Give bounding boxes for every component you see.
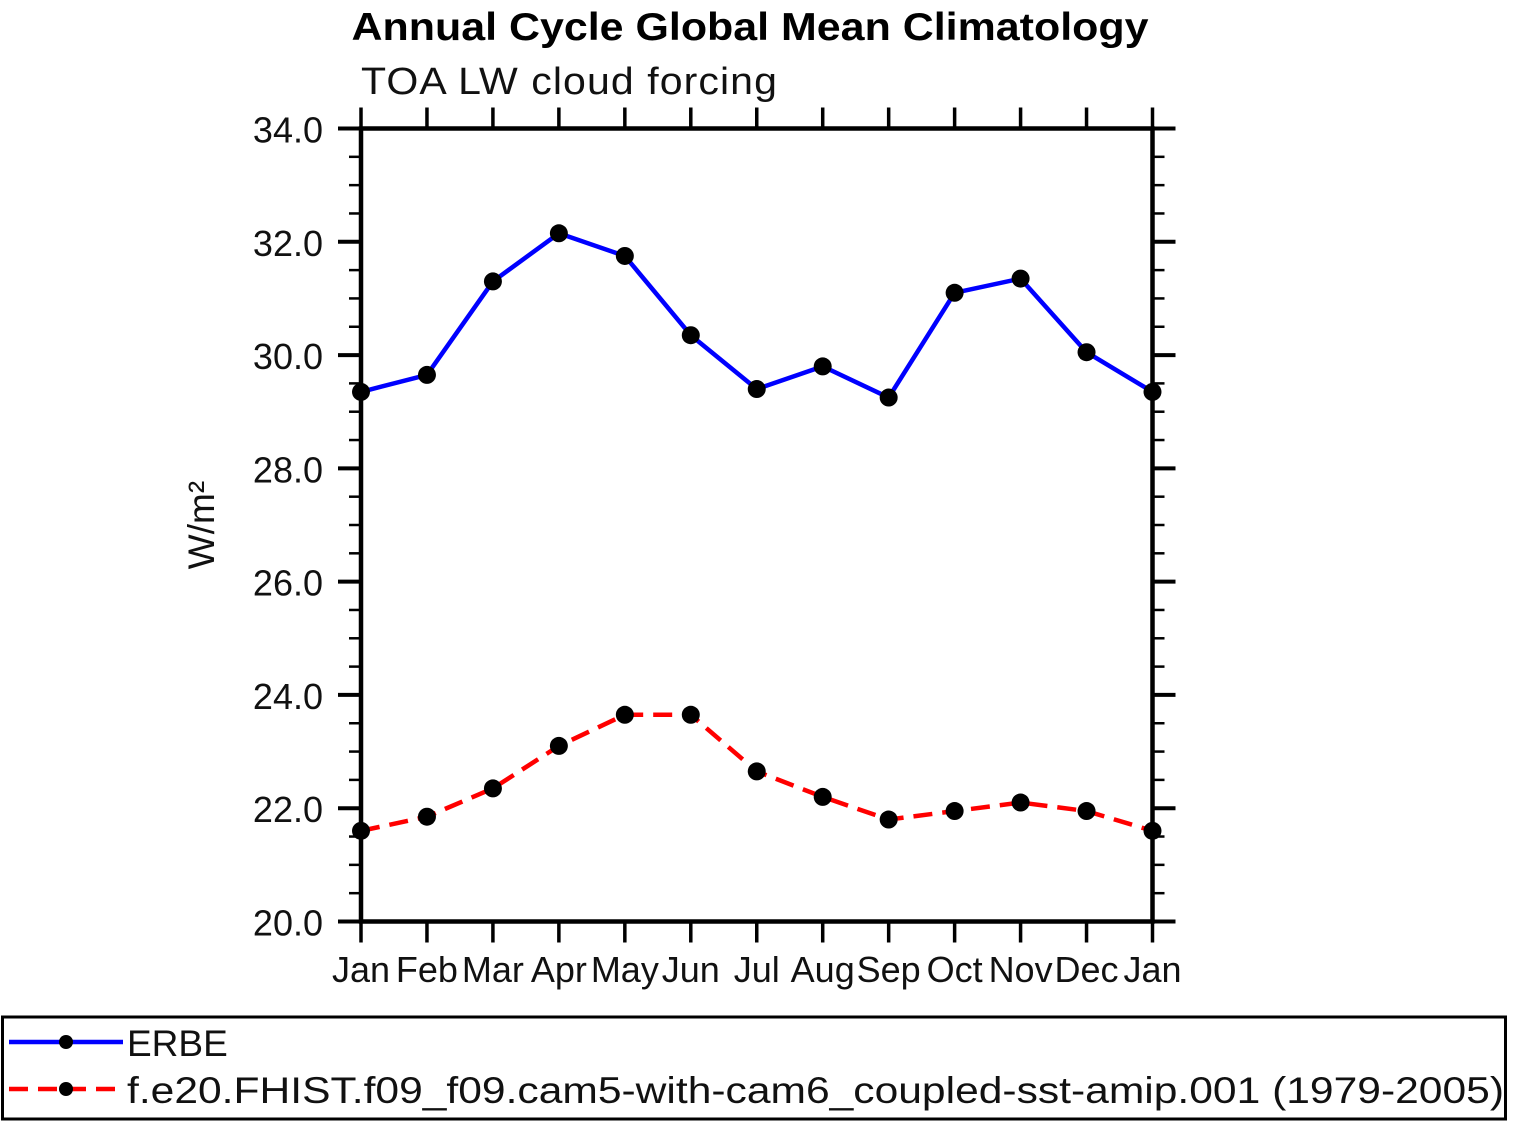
x-tick-label: Jun: [662, 949, 720, 990]
x-tick-label: Jan: [332, 949, 390, 990]
data-point-marker: [417, 807, 436, 826]
x-tick-label: Aug: [791, 949, 855, 990]
data-point-marker: [352, 821, 370, 840]
data-point-marker: [1077, 802, 1096, 821]
data-point-marker: [1143, 821, 1162, 840]
data-point-marker: [1011, 793, 1030, 812]
legend-label-model: f.e20.FHIST.f09_f09.cam5-with-cam6_coupl…: [127, 1070, 1504, 1111]
data-point-marker: [615, 246, 634, 265]
legend-marker-model: [59, 1082, 73, 1096]
x-tick-label: Sep: [857, 949, 921, 990]
data-point-marker: [352, 382, 370, 401]
data-point-marker: [549, 224, 568, 243]
chart-subtitle: TOA LW cloud forcing: [361, 61, 778, 103]
y-tick-label: 20.0: [253, 903, 323, 944]
data-point-marker: [879, 388, 898, 407]
x-tick-label: Apr: [531, 949, 587, 990]
legend-box: [1, 1015, 1507, 1121]
data-point-marker: [681, 326, 700, 345]
x-tick-label: Jul: [734, 949, 780, 990]
data-point-marker: [747, 762, 766, 781]
x-tick-label: Oct: [927, 949, 983, 990]
legend-label-erbe: ERBE: [127, 1023, 228, 1064]
y-tick-label: 28.0: [253, 449, 323, 490]
data-point-marker: [1011, 269, 1030, 288]
data-point-marker: [417, 365, 436, 384]
legend-marker-erbe: [59, 1035, 73, 1049]
x-tick-label: Mar: [462, 949, 524, 990]
data-point-marker: [681, 705, 700, 724]
data-point-marker: [879, 810, 898, 829]
data-point-marker: [1143, 382, 1162, 401]
series-line-0: [360, 231, 1154, 400]
data-point-marker: [1077, 343, 1096, 362]
data-point-marker: [945, 802, 964, 821]
chart-title: Annual Cycle Global Mean Climatology: [352, 6, 1149, 49]
data-point-marker: [747, 380, 766, 399]
data-point-marker: [813, 357, 832, 376]
y-tick-label: 26.0: [253, 563, 323, 604]
y-tick-label: 24.0: [253, 676, 323, 717]
data-point-marker: [813, 787, 832, 806]
y-tick-label: 30.0: [253, 336, 323, 377]
y-tick-label: 34.0: [253, 110, 323, 151]
y-tick-label: 22.0: [253, 789, 323, 830]
x-tick-label: Dec: [1055, 949, 1119, 990]
legend: ERBE f.e20.FHIST.f09_f09.cam5-with-cam6_…: [1, 1015, 1507, 1121]
plot-frame: [358, 126, 1155, 924]
x-tick-label: May: [591, 949, 659, 990]
y-axis-label: W/m²: [181, 481, 222, 569]
data-point-marker: [483, 272, 502, 291]
data-point-marker: [483, 779, 502, 798]
x-tick-label: Feb: [396, 949, 458, 990]
y-tick-label: 32.0: [253, 223, 323, 264]
x-tick-label: Nov: [989, 949, 1053, 990]
data-point-marker: [615, 705, 634, 724]
data-point-marker: [945, 283, 964, 302]
x-tick-label: Jan: [1123, 949, 1181, 990]
data-point-marker: [549, 736, 568, 755]
